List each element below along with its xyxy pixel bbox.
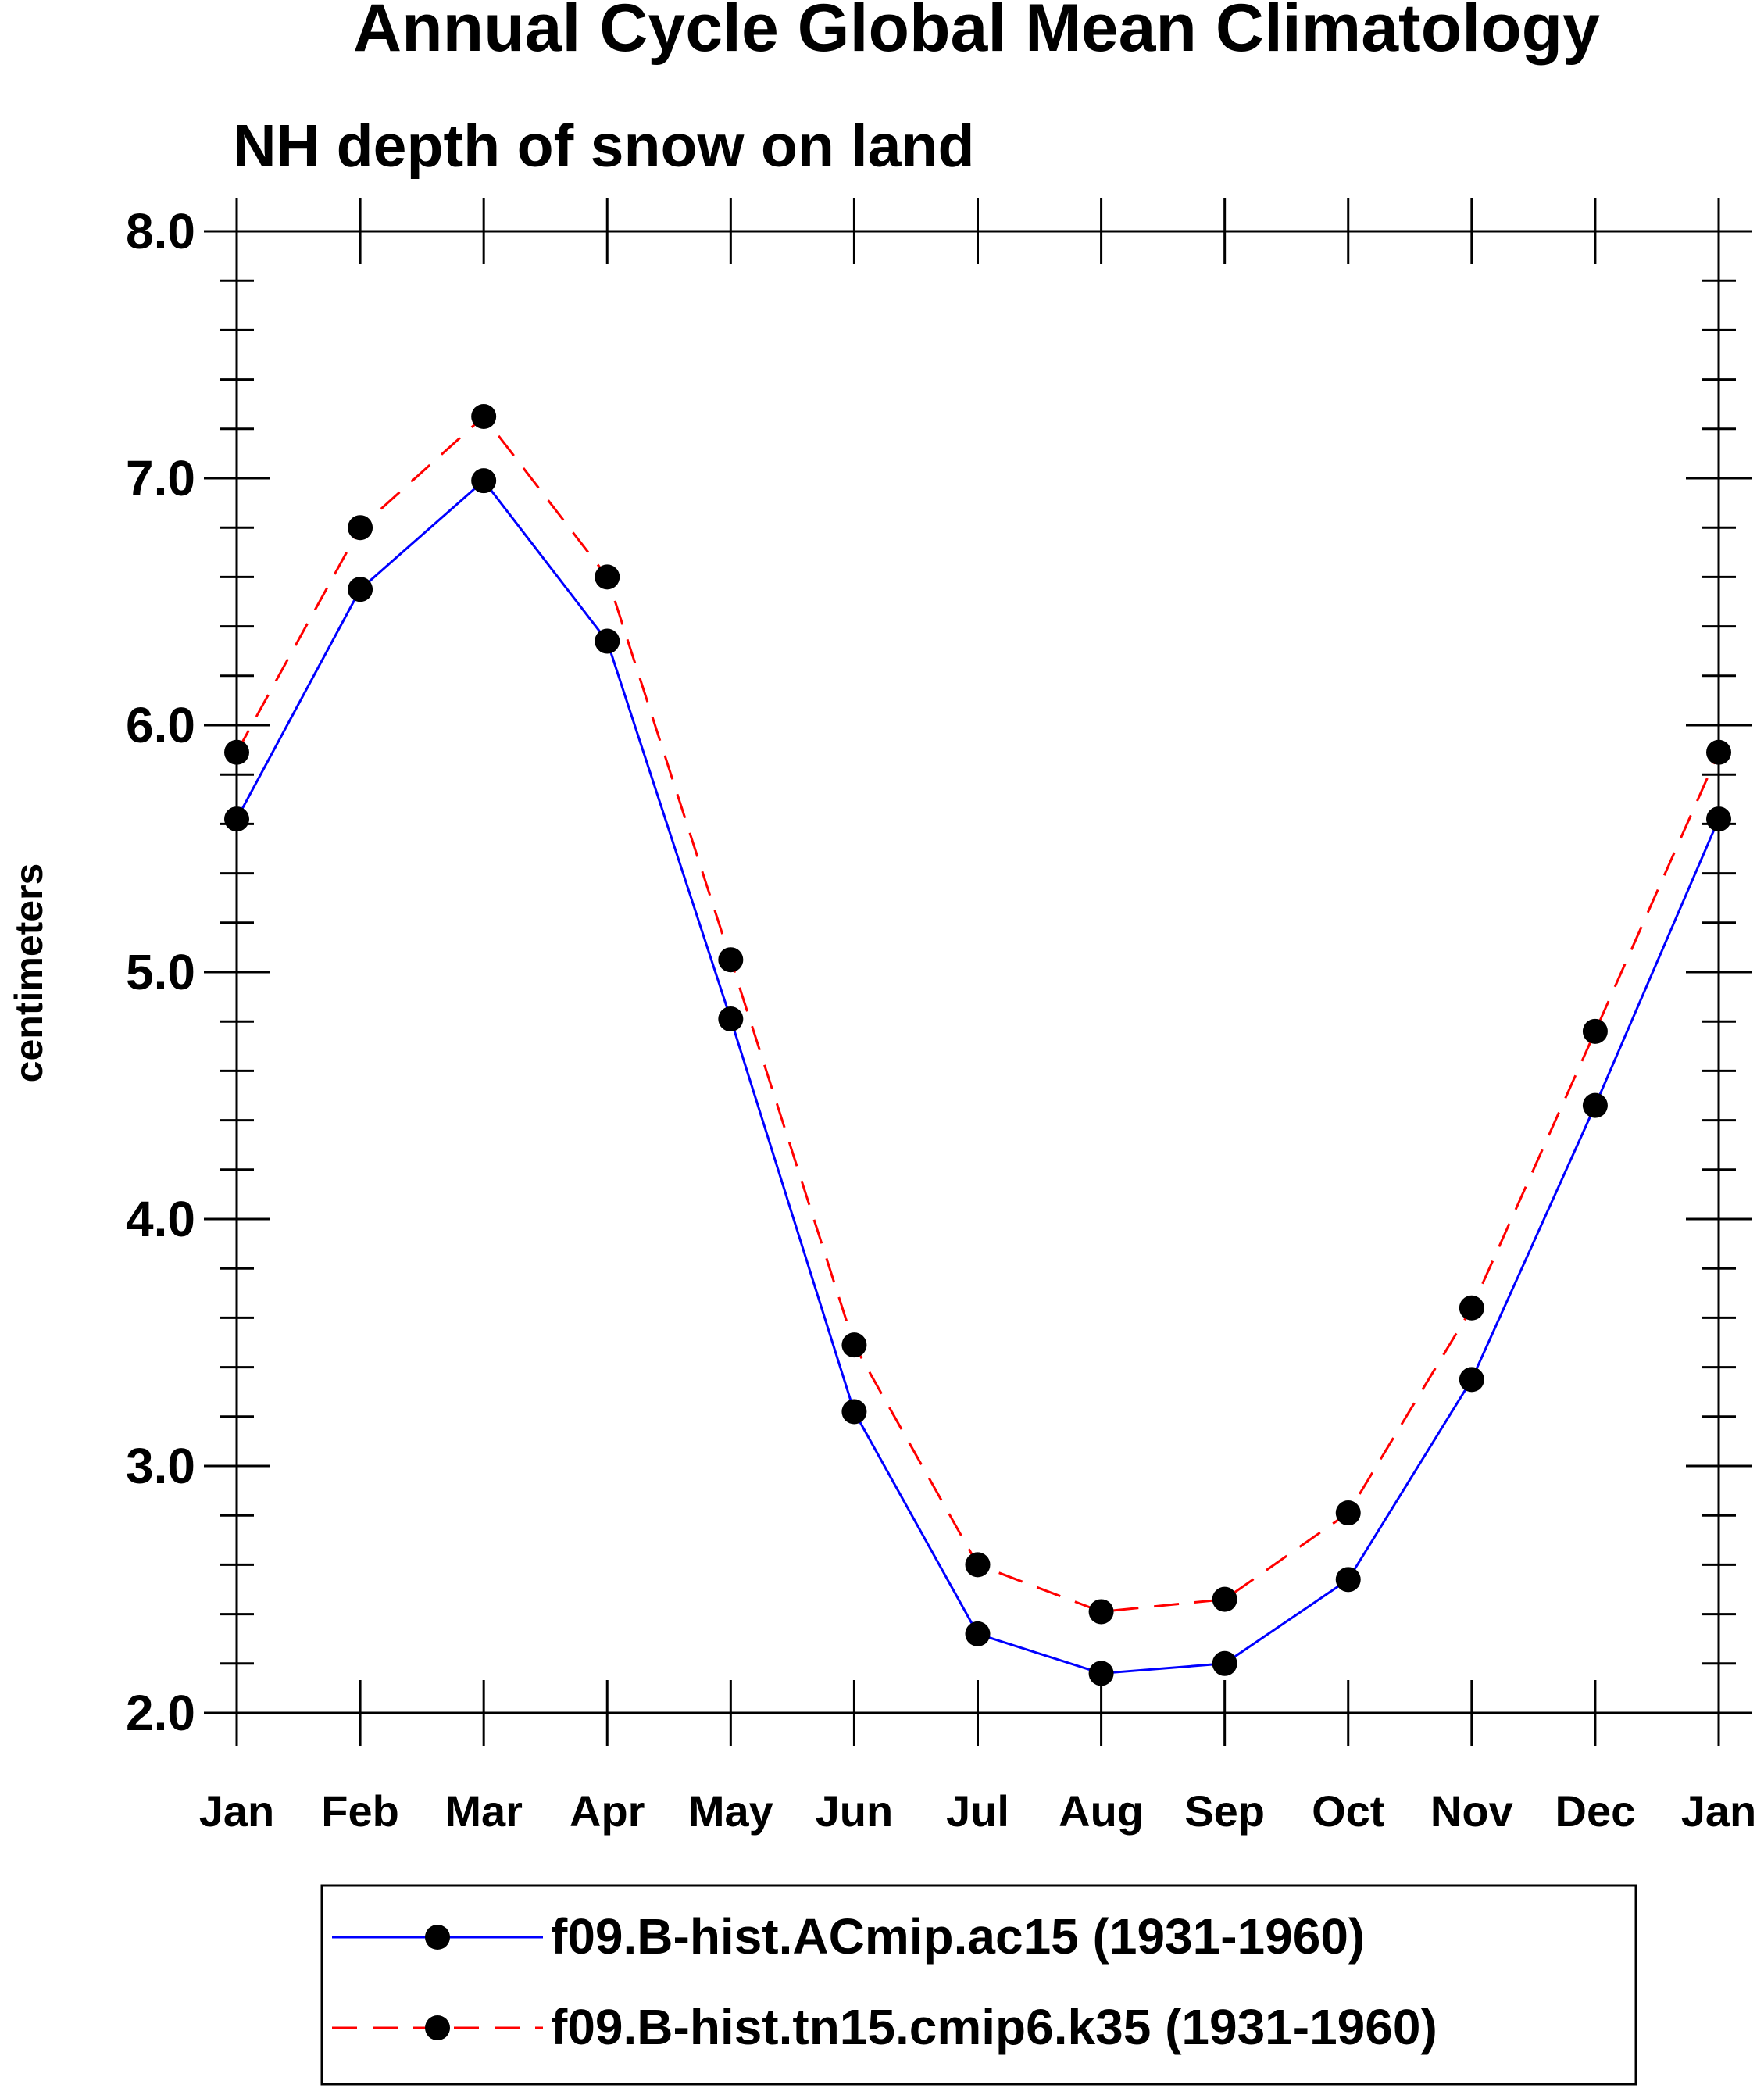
series-2-point — [1088, 1599, 1114, 1625]
y-tick-label: 3.0 — [126, 1438, 195, 1494]
legend-label-series-2: f09.B-hist.tn15.cmip6.k35 (1931-1960) — [551, 1999, 1437, 2055]
series-line-1 — [235, 479, 1720, 1675]
series-2-point — [1335, 1500, 1361, 1526]
series-2-point — [1212, 1586, 1237, 1612]
y-axis-label: centimeters — [7, 863, 51, 1083]
series-2-point — [595, 564, 620, 590]
y-tick-label: 8.0 — [126, 203, 195, 259]
x-tick-label: Jun — [816, 1786, 894, 1836]
x-tick-label: Mar — [445, 1786, 523, 1836]
legend: f09.B-hist.ACmip.ac15 (1931-1960) f09.B-… — [320, 1884, 1637, 2086]
x-tick-label: Jan — [1681, 1786, 1757, 1836]
series-1-point — [1088, 1661, 1114, 1686]
series-1-point — [1459, 1367, 1484, 1393]
legend-box — [320, 1884, 1637, 2086]
series-1-point — [1706, 806, 1731, 832]
series-1-point — [1212, 1650, 1237, 1676]
legend-marker-series-2 — [425, 2015, 450, 2040]
series-2-point — [841, 1332, 867, 1358]
y-tick-label: 7.0 — [126, 450, 195, 506]
legend-marker-series-1 — [425, 1925, 450, 1950]
x-tick-label: Nov — [1430, 1786, 1513, 1836]
series-2-point — [1459, 1295, 1484, 1321]
series-1-point — [1335, 1567, 1361, 1593]
series-2-point — [471, 404, 497, 429]
series-1-point — [718, 1006, 744, 1032]
x-tick-label: May — [688, 1786, 773, 1836]
chart-title: Annual Cycle Global Mean Climatology — [353, 0, 1600, 66]
series-1-point — [841, 1399, 867, 1425]
x-tick-label: Jul — [946, 1786, 1009, 1836]
chart-subtitle: NH depth of snow on land — [233, 113, 975, 180]
x-tick-label: Dec — [1555, 1786, 1636, 1836]
series-1-point — [471, 468, 497, 494]
x-tick-label: Jan — [199, 1786, 275, 1836]
series-2-point — [1706, 739, 1731, 765]
series-2-point — [224, 739, 249, 765]
x-tick-label: Sep — [1184, 1786, 1265, 1836]
x-tick-label: Oct — [1312, 1786, 1384, 1836]
x-tick-labels: Jan Feb Mar Apr May Jun Jul Aug Sep Oct Nov Dec Jan — [199, 1786, 1757, 1836]
series-2-point — [348, 515, 373, 541]
legend-label-series-1: f09.B-hist.ACmip.ac15 (1931-1960) — [551, 1908, 1365, 1965]
series-1-point — [224, 806, 249, 832]
series-1-point — [595, 628, 620, 654]
x-tick-label: Aug — [1059, 1786, 1144, 1836]
x-tick-label: Apr — [570, 1786, 645, 1836]
series-layer — [224, 404, 1731, 1686]
y-tick-label: 4.0 — [126, 1191, 195, 1247]
series-1-point — [1582, 1092, 1608, 1118]
y-tick-label: 5.0 — [126, 944, 195, 1000]
series-2-point — [718, 947, 744, 973]
plot-frame — [235, 230, 1720, 1714]
y-tick-label: 2.0 — [126, 1685, 195, 1741]
series-2-point — [965, 1552, 991, 1578]
y-tick-label: 6.0 — [126, 697, 195, 753]
axis-ticks — [204, 198, 1752, 1746]
series-1-point — [348, 577, 373, 602]
series-2-point — [1582, 1018, 1608, 1044]
series-line-2 — [235, 415, 1720, 1613]
y-tick-labels: 2.0 3.0 4.0 5.0 6.0 7.0 8.0 — [126, 203, 195, 1741]
x-tick-label: Feb — [321, 1786, 399, 1836]
series-1-point — [965, 1621, 991, 1646]
